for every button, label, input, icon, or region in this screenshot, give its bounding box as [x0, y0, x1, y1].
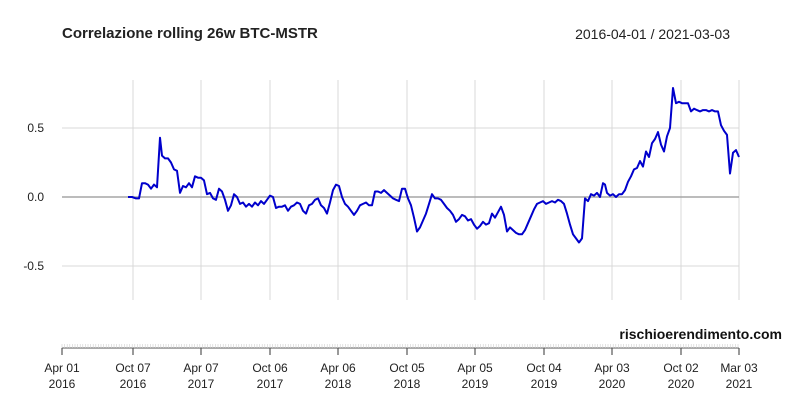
x-tick-year: 2018: [325, 377, 352, 391]
x-tick-year: 2017: [257, 377, 284, 391]
watermark: rischioerendimento.com: [619, 326, 782, 342]
y-tick-label: 0.0: [27, 190, 44, 204]
y-tick-label: -0.5: [23, 259, 44, 273]
x-tick-label: Oct 07: [115, 361, 151, 375]
date-range-label: 2016-04-01 / 2021-03-03: [575, 26, 730, 42]
x-tick-label: Apr 03: [594, 361, 630, 375]
x-tick-label: Oct 02: [663, 361, 699, 375]
x-tick-label: Apr 01: [44, 361, 80, 375]
x-tick-year: 2016: [49, 377, 76, 391]
x-tick-label: Oct 06: [252, 361, 288, 375]
correlation-series-line: [128, 87, 740, 244]
y-axis-labels: 0.5 0.0 -0.5: [23, 121, 44, 273]
x-tick-year: 2017: [188, 377, 215, 391]
x-tick-year: 2019: [531, 377, 558, 391]
x-tick-label: Apr 06: [320, 361, 356, 375]
y-tick-label: 0.5: [27, 121, 44, 135]
x-tick-label: Mar 03: [720, 361, 758, 375]
x-tick-label: Oct 04: [526, 361, 562, 375]
x-tick-year: 2018: [394, 377, 421, 391]
vertical-gridlines: [132, 80, 740, 300]
x-tick-label: Oct 05: [389, 361, 425, 375]
x-tick-year: 2016: [120, 377, 147, 391]
x-tick-year: 2020: [599, 377, 626, 391]
x-tick-year: 2021: [726, 377, 753, 391]
x-tick-year: 2020: [668, 377, 695, 391]
x-axis: Apr 01 2016 Oct 07 2016 Apr 07 2017 Oct 06 2017…: [44, 344, 758, 391]
x-tick-year: 2019: [462, 377, 489, 391]
x-tick-label: Apr 05: [457, 361, 493, 375]
x-tick-label: Apr 07: [183, 361, 219, 375]
chart-title: Correlazione rolling 26w BTC-MSTR: [62, 25, 318, 42]
